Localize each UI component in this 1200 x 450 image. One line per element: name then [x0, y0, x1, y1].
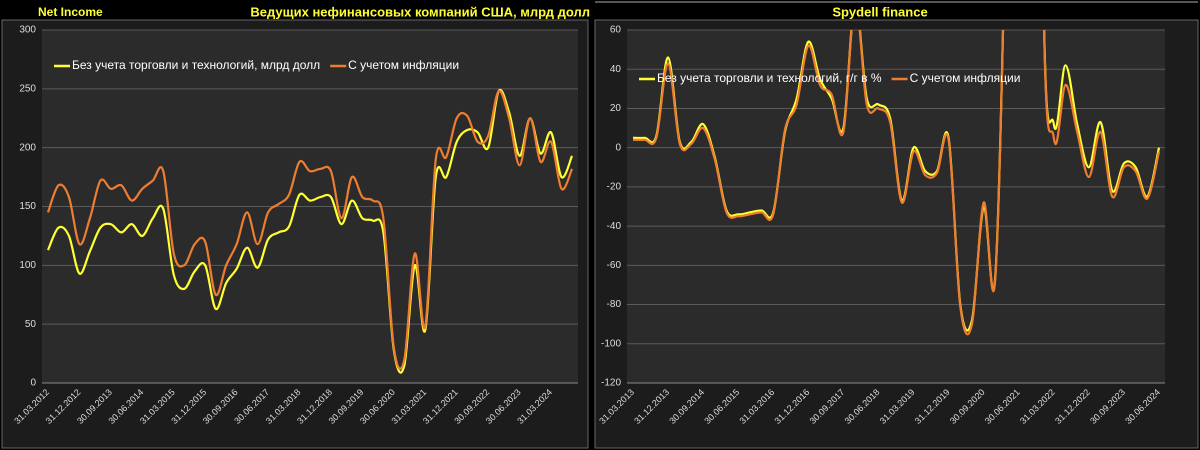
chart-title: Spydell finance: [832, 4, 927, 19]
y-tick-label: -120: [601, 378, 621, 389]
legend-label: С учетом инфляции: [348, 58, 459, 72]
y-tick-label: 0: [615, 142, 621, 153]
legend-label: Без учета торговли и технологий, млрд до…: [72, 58, 320, 72]
y-tick-label: -100: [601, 338, 621, 349]
y-tick-label: 200: [19, 142, 36, 153]
y-tick-label: -80: [607, 299, 622, 310]
series-group: [46, 88, 574, 374]
legend-label: Без учета торговли и технологий, г/г в %: [657, 71, 882, 85]
y-tick-label: 0: [30, 378, 36, 389]
y-tick-label: 300: [19, 25, 36, 36]
series-line: [632, 30, 1161, 336]
chart-title: Ведущих нефинансовых компаний США, млрд …: [250, 4, 590, 19]
y-tick-label: 250: [19, 83, 36, 94]
series-line: [46, 89, 574, 370]
series-line: [46, 88, 574, 374]
y-tick-label: 40: [610, 64, 622, 75]
y-tick-label: 60: [610, 25, 622, 36]
y-tick-label: 20: [610, 103, 622, 114]
annotation: Net Income: [38, 5, 103, 19]
y-tick-label: 50: [25, 319, 37, 330]
y-tick-label: -60: [607, 260, 622, 271]
y-tick-label: -40: [607, 221, 622, 232]
legend-label: С учетом инфляции: [910, 71, 1021, 85]
y-tick-label: -20: [607, 182, 622, 193]
series-group: [632, 30, 1161, 336]
y-tick-label: 150: [19, 201, 36, 212]
y-tick-label: 100: [19, 260, 36, 271]
plot-area: [627, 30, 1165, 383]
